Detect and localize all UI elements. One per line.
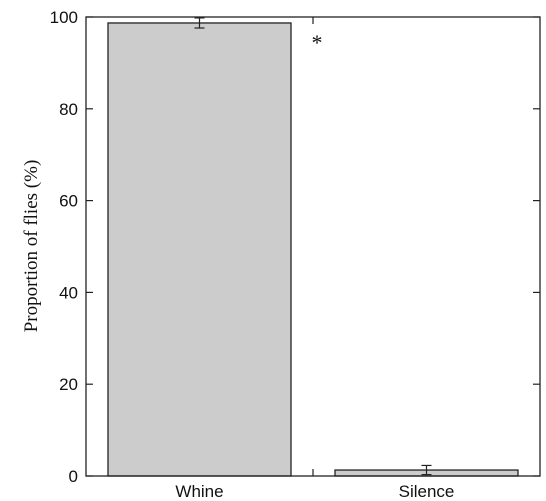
significance-asterisk: * bbox=[312, 30, 323, 55]
bar-whine bbox=[107, 22, 292, 477]
y-axis-title: Proportion of flies (%) bbox=[21, 160, 42, 333]
y-tick-label-20: 20 bbox=[59, 375, 78, 394]
y-tick-label-40: 40 bbox=[59, 283, 78, 302]
y-tick-label-80: 80 bbox=[59, 100, 78, 119]
y-tick-label-60: 60 bbox=[59, 192, 78, 211]
y-tick-label-0: 0 bbox=[69, 467, 78, 486]
bars-layer bbox=[107, 22, 519, 477]
error-bars-layer bbox=[194, 17, 432, 476]
x-tick-label-silence: Silence bbox=[399, 482, 455, 501]
axes-layer: Whine Silence 0 20 40 60 80 100 bbox=[50, 8, 541, 501]
y-tick-label-100: 100 bbox=[50, 8, 78, 27]
x-tick-label-whine: Whine bbox=[175, 482, 223, 501]
